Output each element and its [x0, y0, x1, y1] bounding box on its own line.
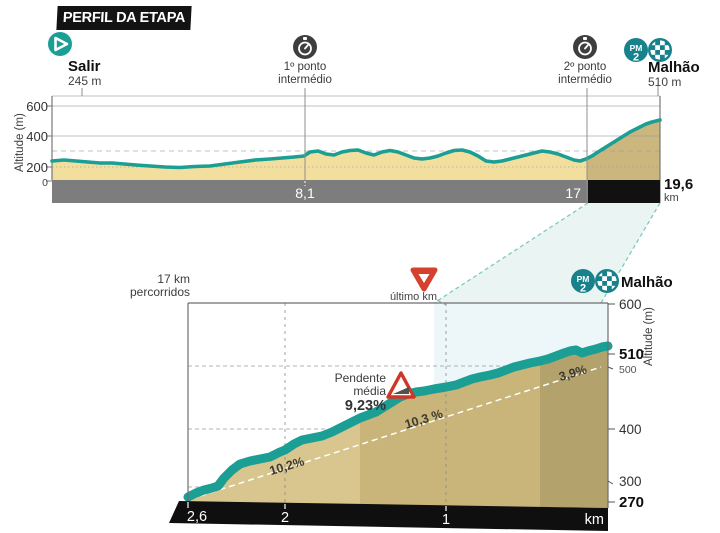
covered-distance-line1: 17 km [157, 272, 190, 286]
average-gradient-line2: média [353, 384, 386, 398]
bar-cp2-km: 17 [565, 185, 581, 201]
last-km-marker-icon [410, 267, 438, 292]
average-gradient-value: 9,23% [345, 398, 386, 414]
bottom-ytick-500: 500 [619, 364, 637, 376]
finish-name: Malhão [648, 59, 700, 76]
start-icon [48, 32, 72, 56]
bottom-ytick-270: 270 [619, 494, 644, 511]
pm2-badge: PM 2 [571, 269, 595, 295]
top-y-ticks: 600 400 200 0 [26, 99, 52, 189]
cp2-label-line1: 2º ponto [564, 61, 607, 73]
steep-warning-icon [386, 371, 416, 399]
top-y-axis-label: Altitude (m) [14, 113, 26, 172]
top-profile-line [50, 118, 662, 170]
stopwatch-icon [293, 35, 317, 59]
bottom-ytick-510: 510 [619, 346, 644, 363]
top-km-bar-gray [52, 180, 588, 203]
bottom-y-axis-label: Altitude (m) [643, 307, 655, 366]
bottom-ytick-400: 400 [619, 422, 642, 437]
covered-distance-line2: percorridos [130, 285, 190, 299]
last-km-connector [436, 299, 447, 306]
bar-cp1-km: 8,1 [295, 185, 315, 201]
cp1-label-line2: intermédio [278, 74, 332, 86]
pm2-badge: PM 2 [624, 38, 648, 64]
top-ytick-400: 400 [26, 129, 48, 144]
top-km-bar-final-black [588, 180, 660, 203]
top-final-climb-fill [587, 120, 660, 180]
bottom-y-ticks: 600 510 500 400 300 270 [607, 297, 644, 511]
top-chart: 600 400 200 0 Altitude (m) 8,1 17 19,6 k… [14, 32, 700, 204]
bottom-xtick-2: 2 [281, 510, 289, 526]
bottom-chart: 600 510 500 400 300 270 Altitude (m) 2,6… [130, 267, 673, 531]
cp2-label-line2: intermédio [558, 74, 612, 86]
start-name: Salir [68, 58, 101, 75]
bottom-chart-borders [187, 302, 609, 508]
bottom-ytick-600: 600 [619, 297, 642, 312]
pm-number: 2 [633, 52, 639, 64]
pm-label: PM [630, 43, 643, 53]
bottom-km-bar-ticks [187, 502, 447, 511]
pm-label: PM [577, 274, 590, 284]
top-profile-fill [52, 120, 660, 180]
bottom-x-unit: km [585, 512, 604, 528]
average-gradient-line [190, 366, 602, 500]
total-distance: 19,6 [664, 176, 693, 193]
bottom-ytick-300: 300 [619, 474, 642, 489]
total-distance-unit: km [664, 192, 679, 204]
finish-flag-icon [648, 38, 672, 62]
top-marker-lines [81, 86, 659, 203]
average-gradient-line1: Pendente [335, 371, 387, 385]
bottom-xtick-2-6: 2,6 [187, 509, 207, 525]
top-ytick-0: 0 [42, 177, 48, 189]
start-elevation: 245 m [68, 74, 101, 88]
finish-flag-icon [595, 269, 619, 293]
top-ytick-600: 600 [26, 99, 48, 114]
bottom-gridlines-vertical [284, 303, 447, 507]
last-km-label: último km [390, 291, 437, 303]
cone-inner-tint [434, 303, 608, 395]
finish-elevation: 510 m [648, 75, 681, 89]
stopwatch-icon [573, 35, 597, 59]
cp1-label-line1: 1º ponto [284, 61, 327, 73]
pm-number: 2 [580, 283, 586, 295]
bottom-xtick-1: 1 [442, 512, 450, 528]
bottom-km-bar [169, 501, 608, 531]
top-ytick-200: 200 [26, 160, 48, 175]
bottom-finish-name: Malhão [621, 274, 673, 291]
